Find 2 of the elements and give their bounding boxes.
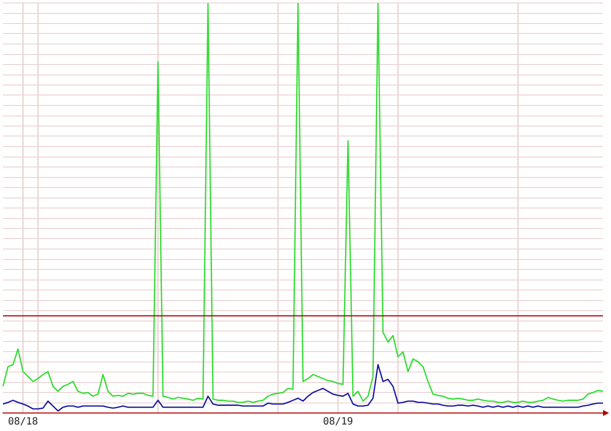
x-tick-label: 08/19	[322, 416, 354, 428]
x-tick-label: 08/18	[8, 416, 38, 428]
